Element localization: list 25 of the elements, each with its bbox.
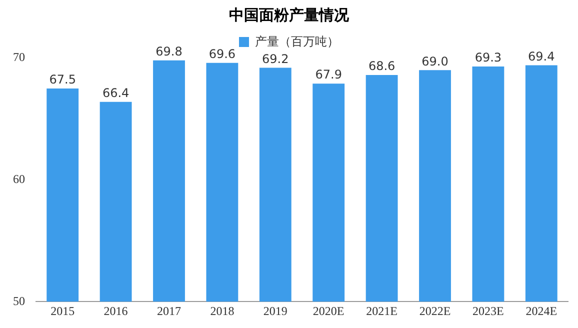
- data-label: 69.8: [156, 44, 182, 59]
- data-label: 69.6: [208, 46, 236, 61]
- x-tick-label: 2021E: [366, 304, 398, 318]
- x-tick-label: 2024E: [526, 304, 558, 318]
- legend-label: 产量（百万吨）: [255, 34, 339, 48]
- y-tick-label: 70: [13, 50, 25, 64]
- data-label: 69.2: [262, 52, 289, 66]
- x-tick-label: 2019: [263, 304, 288, 318]
- chart-title: 中国面粉产量情况: [228, 6, 350, 25]
- data-label: 69.3: [474, 50, 502, 65]
- data-label: 69.4: [528, 49, 555, 64]
- x-tick-label: 2018: [210, 304, 234, 318]
- data-label: 67.5: [49, 72, 76, 87]
- x-tick-label: 2015: [50, 304, 75, 318]
- x-tick-label: 2023E: [472, 304, 504, 318]
- data-label: 68.6: [368, 59, 396, 74]
- x-tick-label: 2016: [104, 304, 128, 318]
- y-tick-label: 60: [13, 172, 25, 186]
- x-tick-label: 2017: [157, 304, 181, 318]
- x-tick-label: 2020E: [312, 304, 344, 318]
- y-tick-label: 50: [13, 294, 25, 308]
- data-label: 66.4: [102, 86, 130, 100]
- data-label: 69.0: [422, 54, 448, 68]
- data-label: 67.9: [315, 68, 342, 82]
- x-tick-label: 2022E: [419, 304, 451, 318]
